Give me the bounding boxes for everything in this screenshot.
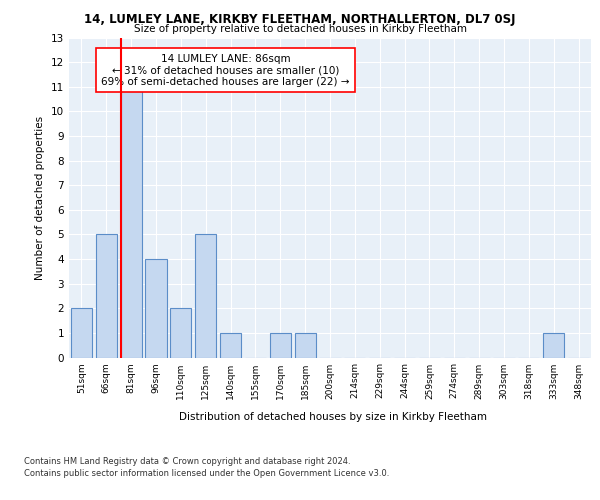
- Bar: [270, 333, 291, 357]
- Text: 14, LUMLEY LANE, KIRKBY FLEETHAM, NORTHALLERTON, DL7 0SJ: 14, LUMLEY LANE, KIRKBY FLEETHAM, NORTHA…: [84, 12, 516, 26]
- Bar: [295, 333, 316, 357]
- Y-axis label: Number of detached properties: Number of detached properties: [35, 116, 46, 280]
- Bar: [145, 259, 167, 358]
- Bar: [170, 308, 191, 358]
- Bar: [195, 234, 216, 358]
- Bar: [96, 234, 117, 358]
- Bar: [121, 86, 142, 358]
- Bar: [543, 333, 564, 357]
- Text: 14 LUMLEY LANE: 86sqm
← 31% of detached houses are smaller (10)
69% of semi-deta: 14 LUMLEY LANE: 86sqm ← 31% of detached …: [101, 54, 350, 86]
- Text: Distribution of detached houses by size in Kirkby Fleetham: Distribution of detached houses by size …: [179, 412, 487, 422]
- Text: Contains public sector information licensed under the Open Government Licence v3: Contains public sector information licen…: [24, 469, 389, 478]
- Bar: [71, 308, 92, 358]
- Text: Contains HM Land Registry data © Crown copyright and database right 2024.: Contains HM Land Registry data © Crown c…: [24, 458, 350, 466]
- Text: Size of property relative to detached houses in Kirkby Fleetham: Size of property relative to detached ho…: [133, 24, 467, 34]
- Bar: [220, 333, 241, 357]
